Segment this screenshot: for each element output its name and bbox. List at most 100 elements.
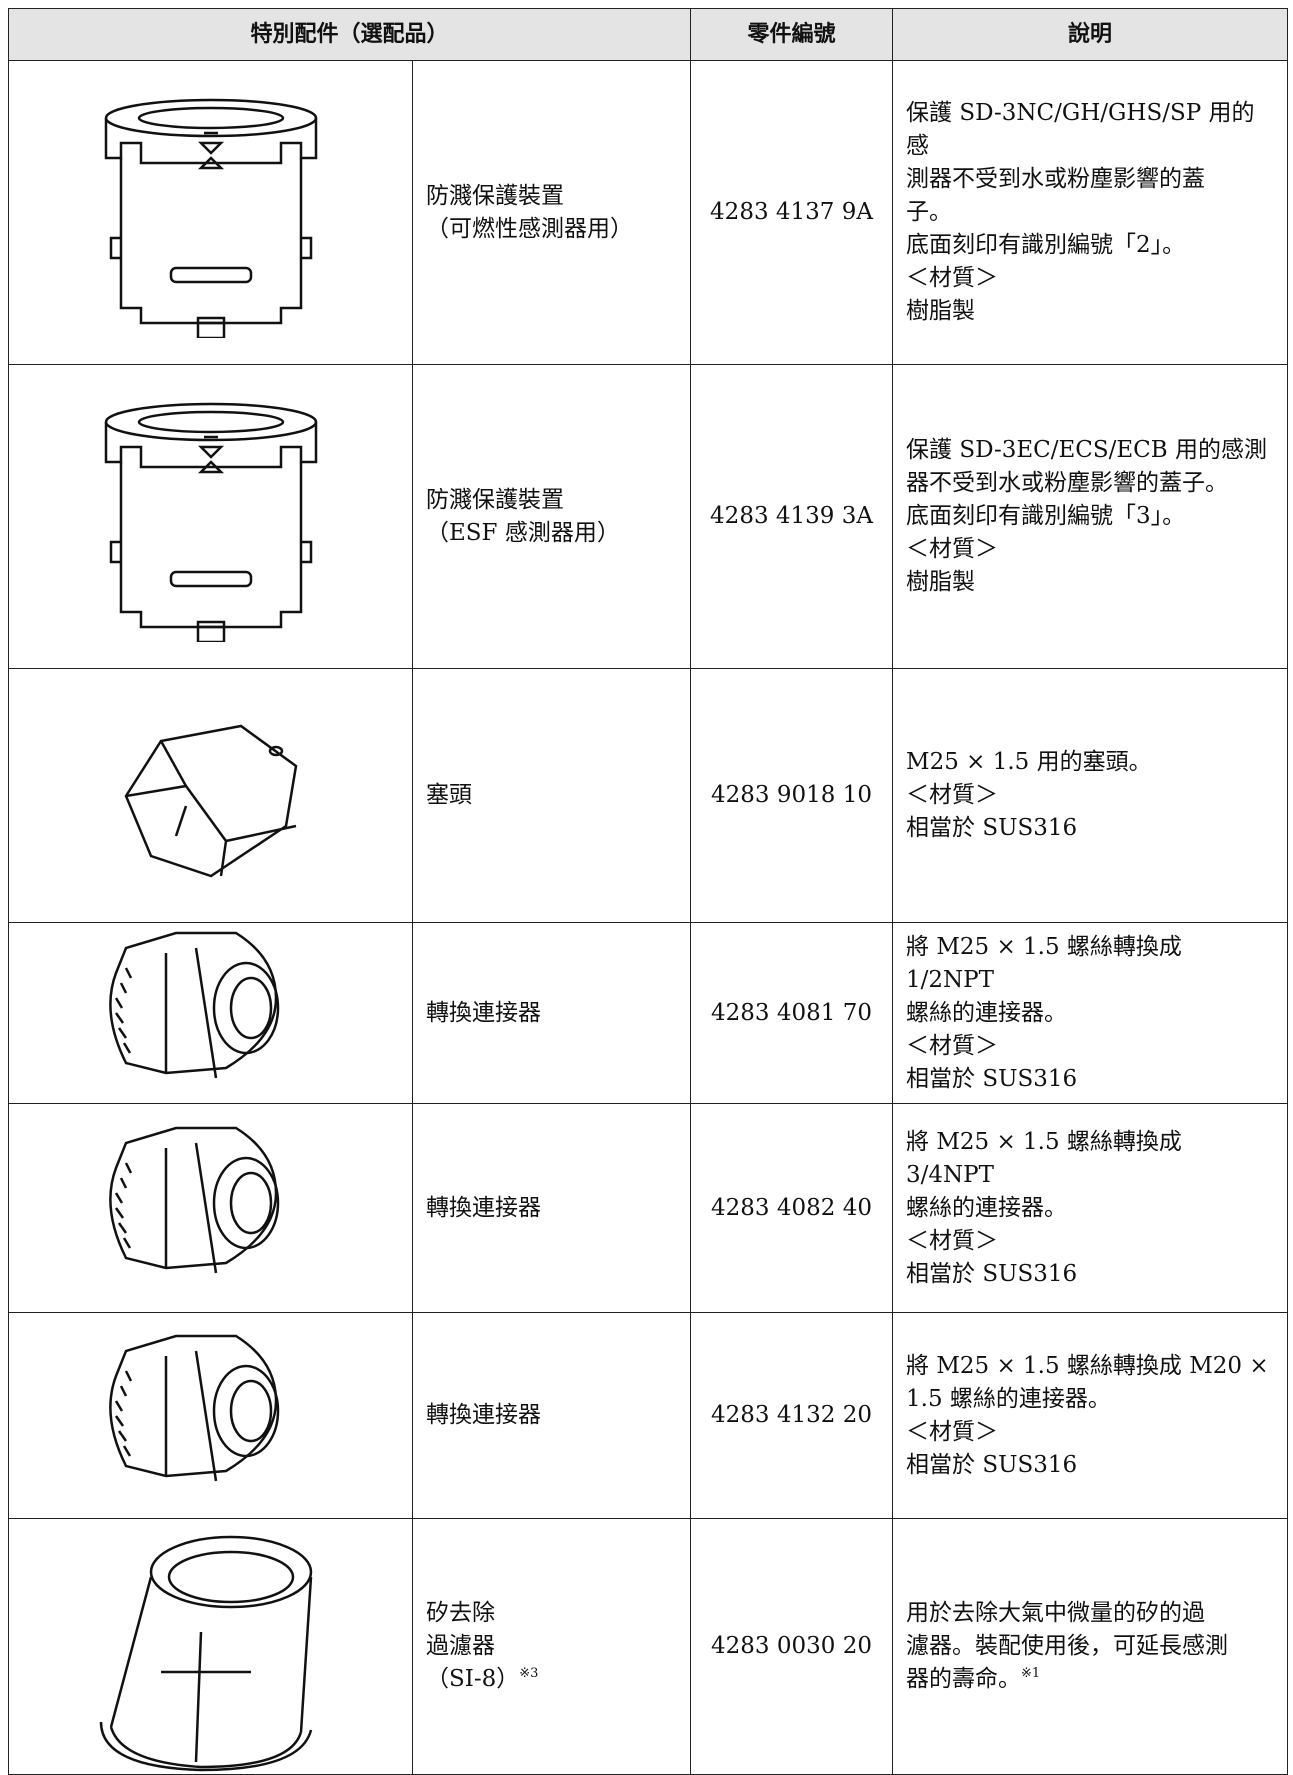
- description-cell: 用於去除大氣中微量的矽的過 濾器。裝配使用後，可延長感測 器的壽命。※1: [892, 1518, 1289, 1775]
- description-text: 器的壽命。: [906, 1666, 1022, 1692]
- table-row: 矽去除 過濾器 （SI-8）※3 4283 0030 20 用於去除大氣中微量的矽的過濾…: [8, 1518, 1289, 1775]
- name-line: 轉換連接器: [426, 1399, 677, 1432]
- table-row: 轉換連接器 4283 4082 40 將 M25 × 1.5 螺絲轉換成 3/4NP…: [8, 1103, 1289, 1313]
- description-text: 用於去除大氣中微量的矽的過: [906, 1600, 1206, 1626]
- description-text: 將 M25 × 1.5 螺絲轉換成 M20 ×: [906, 1352, 1269, 1379]
- illustration-cell: [8, 1312, 413, 1519]
- name-text: 過濾器: [426, 1633, 495, 1659]
- description-text: 相當於 SUS316: [906, 1065, 1078, 1092]
- description-line: ＜材質＞: [906, 779, 1274, 812]
- description-line: 螺絲的連接器。: [906, 1192, 1274, 1225]
- description-text: 相當於 SUS316: [906, 1260, 1078, 1287]
- description-line: 用於去除大氣中微量的矽的過: [906, 1597, 1274, 1630]
- description-text: 底面刻印有識別編號「2」。: [906, 232, 1186, 258]
- part-number: 4283 4137 9A: [690, 60, 894, 365]
- part-illustration: [108, 931, 279, 1079]
- description-text: 子。: [906, 199, 953, 225]
- description-text: M25 × 1.5 用的塞頭。: [906, 749, 1152, 775]
- description-text: 保護 SD-3NC/GH/GHS/SP 用的感: [906, 100, 1255, 159]
- description-line: 將 M25 × 1.5 螺絲轉換成 M20 ×: [906, 1350, 1274, 1383]
- name-text: 防濺保護裝置: [426, 486, 564, 513]
- name-text: 轉換連接器: [426, 999, 541, 1026]
- description-text: ＜材質＞: [906, 1032, 999, 1059]
- description-line: ＜材質＞: [906, 262, 1274, 295]
- illustration-cell: [8, 364, 413, 669]
- description-text: 將 M25 × 1.5 螺絲轉換成 1/2NPT: [906, 933, 1182, 993]
- table-row: 防濺保護裝置 （ESF 感測器用） 4283 4139 3A 保護 SD-3EC/EC…: [8, 364, 1289, 669]
- description-text: 底面刻印有識別編號「3」。: [906, 503, 1186, 529]
- name-cell: 防濺保護裝置 （可燃性感測器用）: [411, 60, 692, 365]
- name-text: 轉換連接器: [426, 1194, 541, 1221]
- description-line: 樹脂製: [906, 295, 1274, 328]
- name-text: 轉換連接器: [426, 1402, 541, 1428]
- part-illustration: [99, 1535, 312, 1771]
- description-cell: 保護 SD-3NC/GH/GHS/SP 用的感測器不受到水或粉塵影響的蓋子。底面…: [892, 60, 1289, 365]
- part-number: 4283 0030 20: [690, 1518, 894, 1775]
- name-text: （ESF 感測器用）: [426, 519, 620, 546]
- name-text: 塞頭: [426, 782, 472, 808]
- header-cell: 特別配件（選配品）: [7, 8, 692, 61]
- part-number: 4283 4082 40: [690, 1103, 894, 1313]
- description-cell: 將 M25 × 1.5 螺絲轉換成 1/2NPT 螺絲的連接器。 ＜材質＞ 相當於 S…: [892, 922, 1289, 1104]
- part-number: 4283 9018 10: [690, 668, 894, 923]
- part-illustration: [108, 1126, 279, 1274]
- description-cell: 將 M25 × 1.5 螺絲轉換成 M20 × 1.5 螺絲的連接器。 ＜材質＞ 相當…: [892, 1312, 1289, 1519]
- description-text: 樹脂製: [906, 569, 976, 595]
- description-text: 相當於 SUS316: [906, 1451, 1078, 1478]
- description-text: 相當於 SUS316: [906, 815, 1078, 841]
- name-line: 轉換連接器: [426, 1192, 677, 1225]
- description-line: ＜材質＞: [906, 1030, 1274, 1063]
- name-text: 矽去除: [426, 1600, 495, 1626]
- description-line: 樹脂製: [906, 566, 1274, 599]
- description-line: 將 M25 × 1.5 螺絲轉換成 3/4NPT: [906, 1126, 1274, 1192]
- description-text: 1.5 螺絲的連接器。: [906, 1385, 1111, 1412]
- name-text: （SI-8）: [426, 1666, 520, 1692]
- name-text: 防濺保護裝置: [426, 182, 564, 209]
- name-cell: 矽去除過濾器 （SI-8）※3: [411, 1518, 692, 1775]
- table-body: 防濺保護裝置 （可燃性感測器用） 4283 4137 9A 保護 SD-3NC/GH/…: [8, 60, 1289, 1775]
- description-line: 相當於 SUS316: [906, 1449, 1274, 1482]
- name-cell: 塞頭: [411, 668, 692, 923]
- description-line: 底面刻印有識別編號「3」。: [906, 500, 1274, 533]
- name-line: （ESF 感測器用）: [426, 517, 677, 550]
- name-line: 過濾器: [426, 1630, 677, 1663]
- part-number: 4283 4081 70: [690, 922, 894, 1104]
- description-line: 底面刻印有識別編號「2」。: [906, 229, 1274, 262]
- description-cell: M25 × 1.5 用的塞頭。 ＜材質＞ 相當於 SUS316: [892, 668, 1289, 923]
- name-line: （SI-8）※3: [426, 1663, 677, 1696]
- illustration-cell: [8, 922, 413, 1104]
- description-text: 螺絲的連接器。: [906, 999, 1068, 1026]
- illustration-cell: [8, 1518, 413, 1775]
- name-line: （可燃性感測器用）: [426, 213, 677, 246]
- part-illustration: [104, 402, 317, 642]
- description-line: ＜材質＞: [906, 1225, 1274, 1258]
- part-number: 4283 4139 3A: [690, 364, 894, 669]
- footnote-ref: ※1: [1021, 1666, 1041, 1681]
- table-row: 防濺保護裝置 （可燃性感測器用） 4283 4137 9A 保護 SD-3NC/GH/…: [8, 60, 1289, 365]
- description-line: 螺絲的連接器。: [906, 997, 1274, 1030]
- description-line: 測器不受到水或粉塵影響的蓋: [906, 163, 1274, 196]
- accessory-table: 特別配件（選配品） 零件編號 說明 防濺保護裝置 （可燃性感測器用） 4283 41…: [7, 8, 1289, 1775]
- description-line: ＜材質＞: [906, 1416, 1274, 1449]
- description-text: ＜材質＞: [906, 536, 999, 562]
- name-line: 塞頭: [426, 779, 677, 812]
- name-text: （可燃性感測器用）: [426, 215, 633, 242]
- description-text: 樹脂製: [906, 298, 976, 324]
- description-line: 將 M25 × 1.5 螺絲轉換成 1/2NPT: [906, 931, 1274, 997]
- description-line: 相當於 SUS316: [906, 1258, 1274, 1291]
- part-number: 4283 4132 20: [690, 1312, 894, 1519]
- name-line: 矽去除: [426, 1597, 677, 1630]
- part-illustration: [104, 98, 317, 338]
- table-row: 塞頭 4283 9018 10 M25 × 1.5 用的塞頭。 ＜材質＞ 相當於 SUS…: [8, 668, 1289, 923]
- description-line: 1.5 螺絲的連接器。: [906, 1383, 1274, 1416]
- description-cell: 將 M25 × 1.5 螺絲轉換成 3/4NPT 螺絲的連接器。 ＜材質＞ 相當於 S…: [892, 1103, 1289, 1313]
- name-cell: 轉換連接器: [411, 1312, 692, 1519]
- description-text: 將 M25 × 1.5 螺絲轉換成 3/4NPT: [906, 1128, 1182, 1188]
- description-text: 保護 SD-3EC/ECS/ECB 用的感測: [906, 437, 1267, 463]
- description-line: 器不受到水或粉塵影響的蓋子。: [906, 467, 1274, 500]
- description-text: 濾器。裝配使用後，可延長感測: [906, 1633, 1229, 1659]
- table-row: 轉換連接器 4283 4132 20 將 M25 × 1.5 螺絲轉換成 M20 ×…: [8, 1312, 1289, 1519]
- name-line: 防濺保護裝置: [426, 180, 677, 213]
- description-line: 保護 SD-3EC/ECS/ECB 用的感測: [906, 434, 1274, 467]
